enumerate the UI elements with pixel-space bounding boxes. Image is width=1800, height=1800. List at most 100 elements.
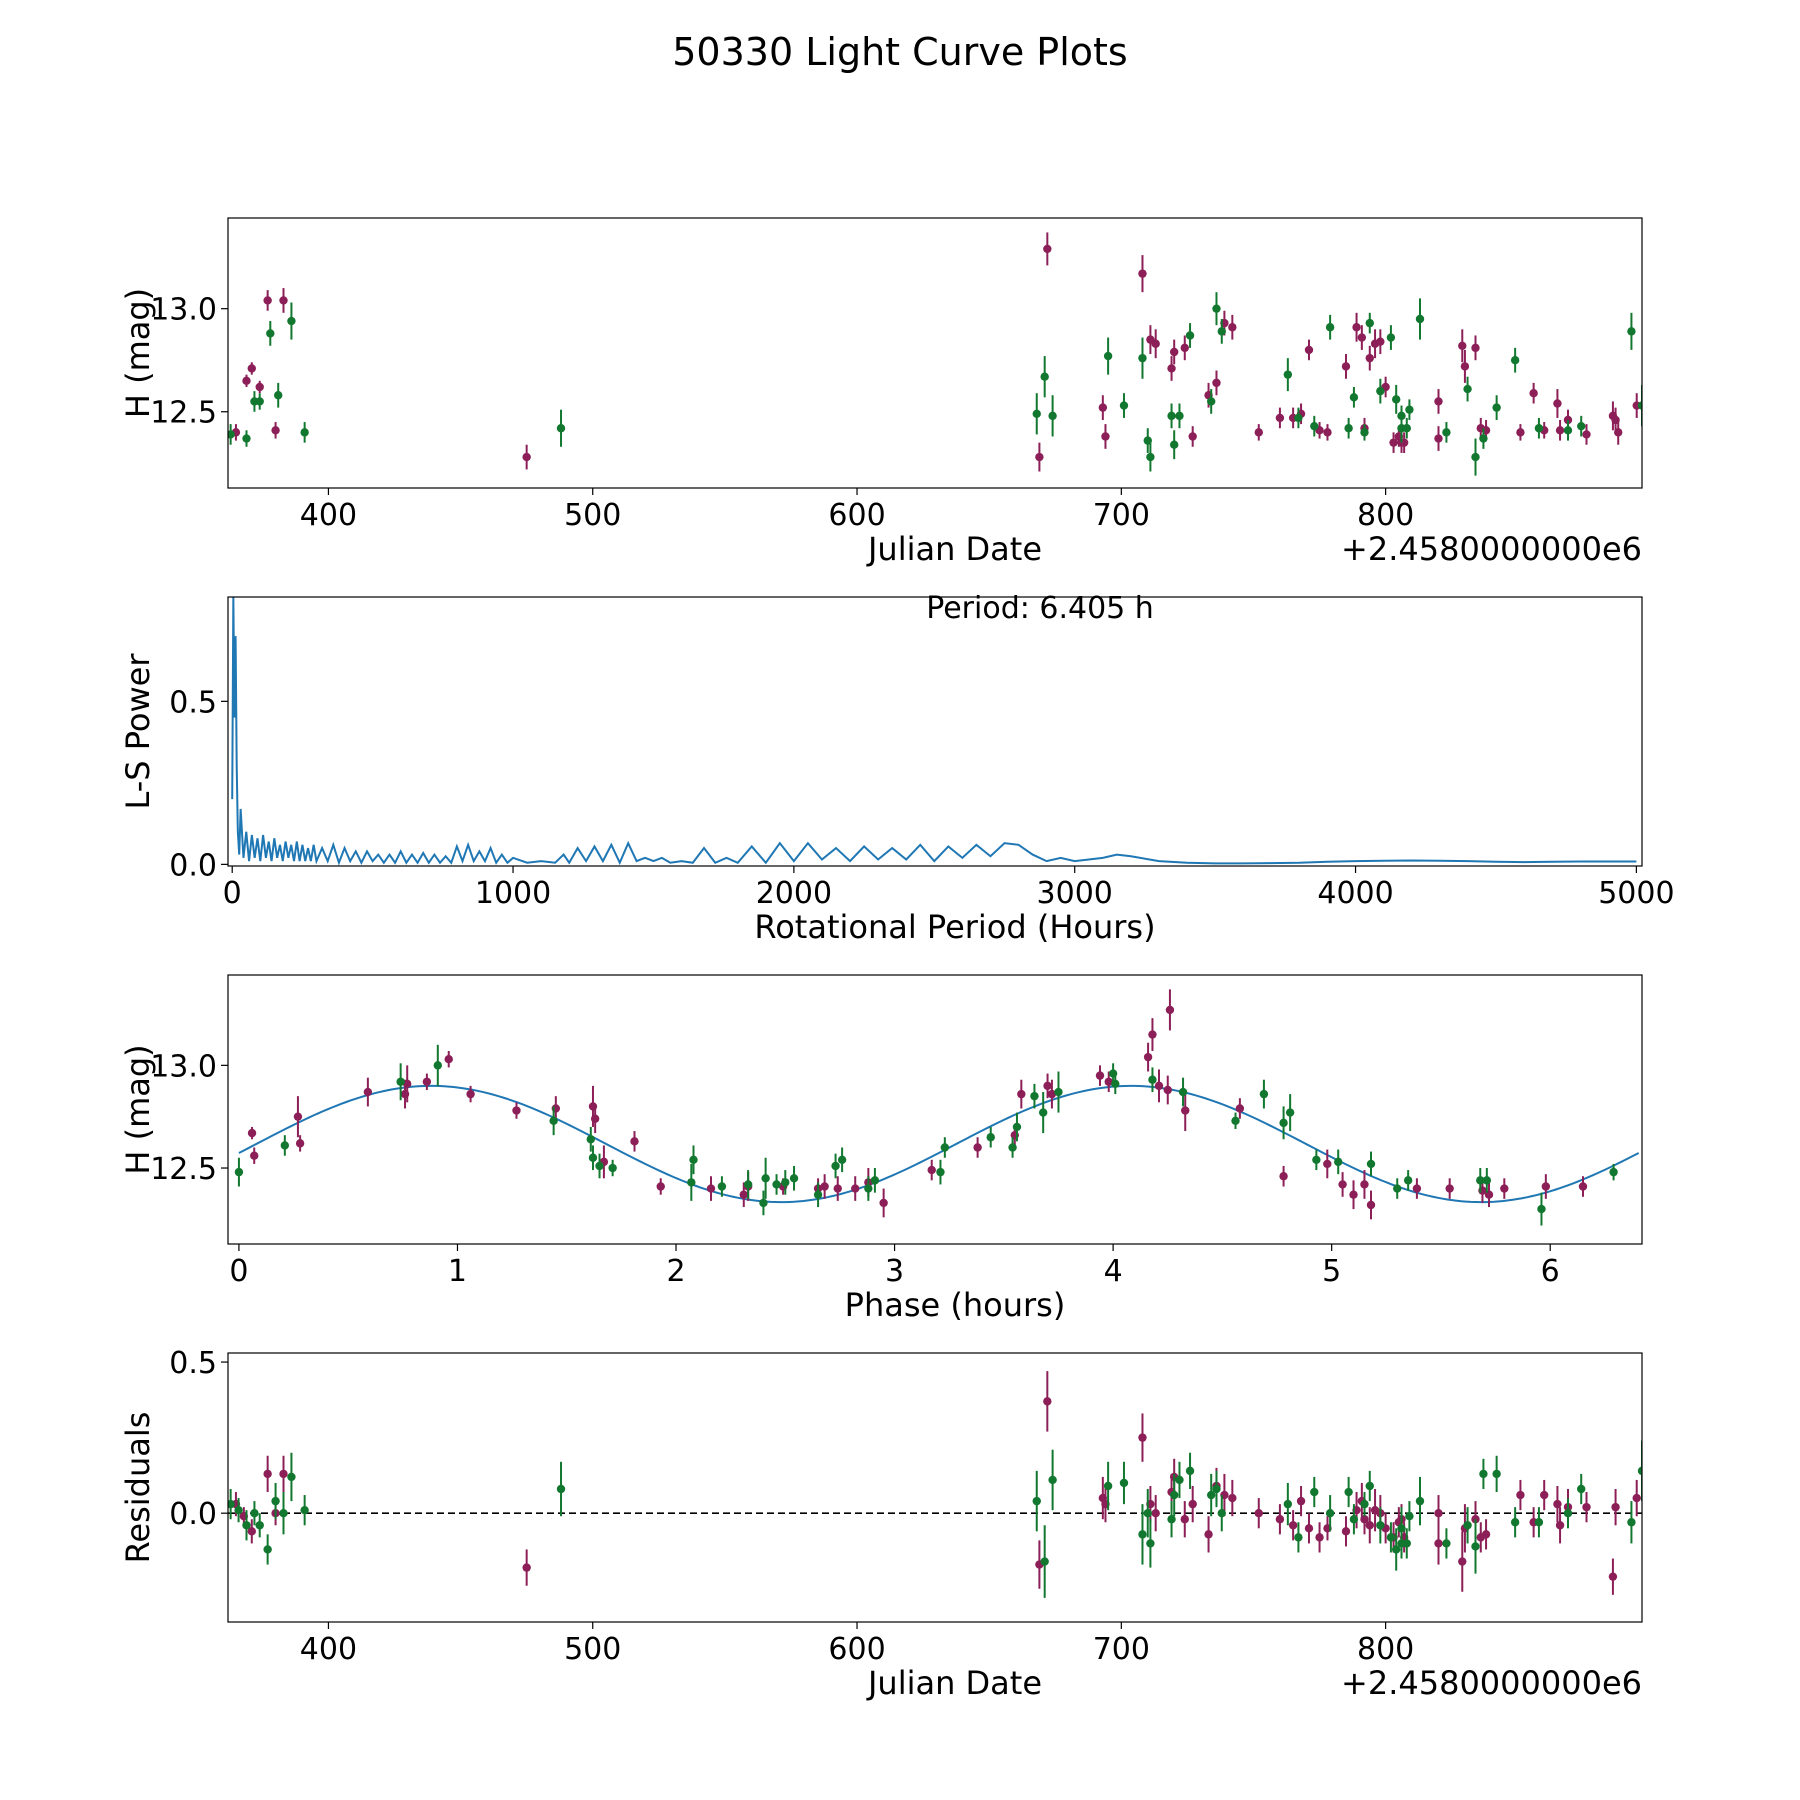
data-point (1405, 405, 1414, 414)
data-point (1146, 1539, 1155, 1548)
data-point (759, 1198, 768, 1208)
data-point (1516, 1490, 1525, 1500)
data-point (1038, 1108, 1048, 1117)
data-point (1360, 428, 1369, 437)
y-tick-label: 0.0 (169, 1497, 217, 1532)
data-point (234, 1167, 244, 1177)
data-point (1138, 269, 1147, 278)
data-point (1206, 397, 1216, 406)
data-point (1458, 341, 1467, 350)
data-point (1360, 1515, 1369, 1524)
data-point (1471, 343, 1480, 353)
x-tick-label: 2000 (756, 876, 832, 911)
data-point (1627, 327, 1636, 336)
data-point (608, 1163, 617, 1173)
data-point (1254, 1508, 1263, 1518)
data-point (1167, 411, 1176, 421)
data-point (1434, 1539, 1443, 1548)
data-point (837, 1155, 847, 1165)
y-tick-label: 13.0 (150, 293, 217, 328)
data-point (1366, 1159, 1376, 1169)
data-point (590, 1114, 600, 1123)
data-point (242, 1521, 251, 1530)
plot-frame (227, 217, 1643, 489)
data-point (1283, 370, 1293, 379)
data-point (1608, 1572, 1618, 1581)
data-point (1341, 1527, 1351, 1536)
x-tick-label: 3 (885, 1254, 904, 1289)
data-point (1393, 1184, 1402, 1193)
data-point (1492, 403, 1501, 412)
data-point (986, 1133, 995, 1142)
data-point (1386, 1533, 1396, 1542)
data-point (466, 1089, 475, 1099)
model-fit-line (238, 1084, 1640, 1204)
data-point (1275, 413, 1285, 423)
data-point (1392, 1545, 1401, 1554)
y-axis-label: Residuals (119, 1412, 157, 1564)
data-point (1169, 1490, 1179, 1500)
data-point (687, 1178, 696, 1187)
x-tick-label: 5000 (1598, 876, 1674, 911)
data-point (936, 1167, 945, 1177)
data-point (1146, 452, 1155, 462)
x-tick-label: 4 (1104, 1254, 1123, 1289)
y-tick-label: 13.0 (150, 1049, 217, 1084)
x-tick-label: 3000 (1037, 876, 1113, 911)
data-point (1143, 1508, 1152, 1518)
data-point (1310, 421, 1319, 431)
data-point (287, 316, 296, 326)
data-point (864, 1184, 873, 1193)
data-point (1349, 1190, 1358, 1199)
data-point (1175, 1475, 1184, 1485)
data-point (556, 424, 566, 433)
data-point (1279, 1172, 1288, 1181)
data-point (1178, 1087, 1188, 1097)
data-point (1040, 1557, 1049, 1566)
data-point (1578, 1182, 1588, 1191)
data-point (1434, 397, 1443, 406)
data-point (940, 1143, 950, 1152)
data-point (1392, 395, 1401, 404)
data-point (1148, 1030, 1157, 1039)
data-point (1376, 1521, 1385, 1530)
data-point (1103, 351, 1113, 361)
data-point (433, 1061, 443, 1070)
data-point (1098, 403, 1108, 412)
data-point (1611, 1502, 1620, 1512)
data-point (1294, 413, 1303, 423)
figure-title: 50330 Light Curve Plots (672, 30, 1127, 74)
data-point (1481, 1530, 1491, 1539)
data-point (1212, 304, 1221, 313)
x-tick-label: 700 (1093, 498, 1150, 533)
data-point (300, 1505, 309, 1515)
data-point (1279, 1118, 1288, 1128)
data-point (247, 364, 256, 373)
data-point (1185, 1466, 1195, 1476)
periodogram-panel: 0 1000 2000 3000 4000 5000 0.0 0.5 Rotational Pe… (119, 596, 1675, 946)
data-point (1165, 1005, 1175, 1015)
data-point (1030, 1091, 1039, 1101)
data-point (717, 1182, 727, 1191)
data-point (1180, 343, 1189, 353)
data-point (820, 1182, 829, 1191)
data-point (1235, 1104, 1245, 1113)
x-tick-label: 800 (1357, 498, 1414, 533)
data-point (1175, 411, 1184, 421)
data-point (1032, 1496, 1041, 1506)
data-point (772, 1180, 781, 1189)
data-point (1043, 244, 1052, 254)
power-series-line (231, 597, 1637, 866)
data-point (247, 1527, 256, 1536)
x-tick-label: 700 (1093, 1632, 1150, 1667)
data-point (1151, 1508, 1160, 1518)
data-point (1231, 1116, 1240, 1125)
plot-area (228, 1371, 1642, 1598)
data-point (1012, 1122, 1022, 1132)
data-point (1403, 1176, 1413, 1185)
data-point (1188, 432, 1197, 441)
data-point (1095, 1071, 1105, 1080)
data-point (1212, 378, 1221, 388)
data-point (280, 1141, 290, 1150)
data-point (250, 1508, 259, 1518)
